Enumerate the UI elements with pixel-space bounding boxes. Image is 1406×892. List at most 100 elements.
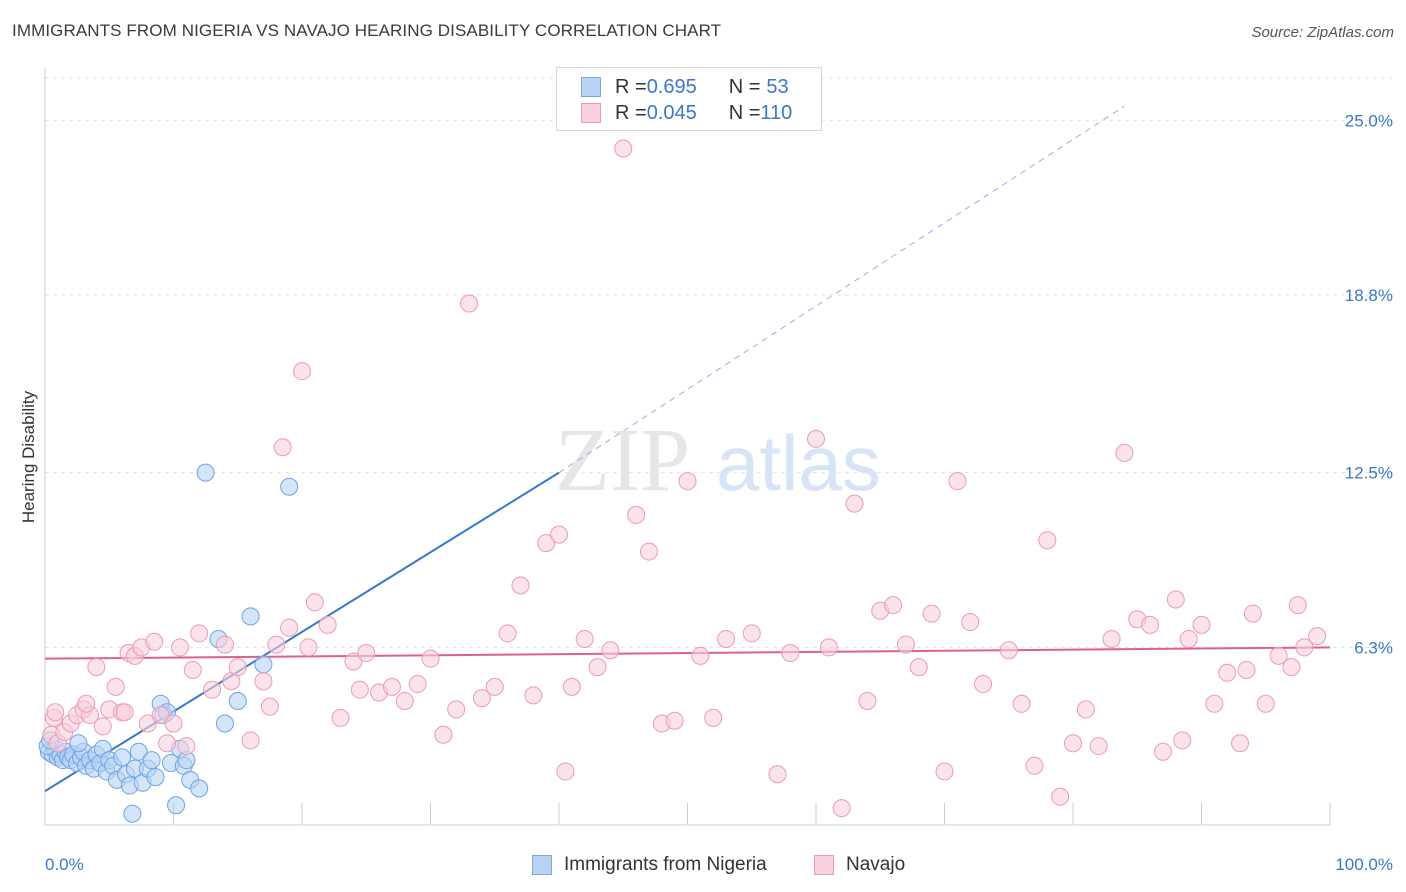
data-point	[1012, 694, 1031, 713]
data-point	[164, 714, 183, 733]
data-point	[280, 477, 299, 496]
data-point	[434, 725, 453, 744]
data-point	[1231, 734, 1250, 753]
data-point	[183, 660, 202, 679]
data-point	[832, 799, 851, 818]
data-point	[1102, 629, 1121, 648]
data-point	[145, 632, 164, 651]
data-point	[190, 779, 209, 798]
data-point	[113, 748, 132, 767]
data-point	[1192, 615, 1211, 634]
data-point	[807, 429, 825, 448]
series-navajo	[42, 139, 1327, 818]
data-point	[845, 494, 864, 513]
data-point	[1173, 731, 1192, 750]
data-point	[123, 804, 142, 823]
x-tick-label: 0.0%	[45, 855, 84, 874]
data-point	[909, 658, 928, 677]
legend-n-label: N =	[728, 101, 761, 124]
data-point	[1038, 531, 1057, 550]
data-point	[665, 711, 684, 730]
data-point	[215, 714, 234, 733]
data-point	[241, 731, 260, 750]
data-point	[768, 765, 787, 784]
data-point	[331, 708, 350, 727]
data-point	[46, 703, 65, 722]
data-points	[38, 139, 1327, 823]
data-point	[241, 607, 260, 626]
data-point	[382, 677, 401, 696]
data-point	[254, 672, 273, 691]
data-point	[678, 472, 697, 491]
data-point	[177, 737, 196, 756]
data-point	[69, 734, 88, 753]
y-tick-label: 12.5%	[1345, 464, 1393, 483]
data-point	[305, 593, 324, 612]
data-point	[254, 655, 273, 674]
data-point	[228, 658, 247, 677]
data-point	[999, 641, 1018, 660]
data-point	[408, 675, 427, 694]
data-point	[1076, 700, 1095, 719]
data-point	[1269, 646, 1288, 665]
legend-r-label: R =	[615, 101, 647, 124]
data-point	[556, 762, 575, 781]
data-point	[267, 635, 286, 654]
data-point	[106, 677, 125, 696]
data-point	[115, 703, 134, 722]
trendline-nigeria-extension	[558, 105, 1125, 474]
data-point	[639, 542, 658, 561]
data-point	[1025, 756, 1044, 775]
data-point	[228, 691, 247, 710]
data-point	[1218, 663, 1237, 682]
legend-swatch-nigeria	[581, 77, 601, 97]
legend-n-value: 53	[766, 75, 789, 98]
trendline-nigeria	[44, 471, 560, 793]
y-axis-label: Hearing Disability	[19, 390, 38, 523]
tick-labels: 6.3% 12.5% 18.8% 25.0% 0.0% 100.0%	[45, 111, 1393, 874]
data-point	[1141, 615, 1160, 634]
bottom-legend-swatch-navajo	[814, 855, 834, 875]
data-point	[344, 652, 363, 671]
data-point	[1064, 734, 1082, 753]
data-point	[146, 768, 165, 787]
data-point	[1179, 629, 1198, 648]
data-point	[922, 604, 941, 623]
legend: R = 0.695 N = 53 R = 0.045 N = 110	[556, 67, 822, 131]
data-point	[1166, 590, 1185, 609]
data-point	[961, 613, 980, 632]
legend-swatch-navajo	[581, 103, 601, 123]
data-point	[472, 689, 491, 708]
data-point	[1243, 604, 1262, 623]
data-point	[485, 677, 504, 696]
data-point	[1295, 638, 1314, 657]
legend-r-value: 0.045	[646, 101, 697, 124]
data-point	[974, 675, 993, 694]
data-point	[742, 624, 761, 643]
chart-title: IMMIGRANTS FROM NIGERIA VS NAVAJO HEARIN…	[12, 21, 722, 40]
legend-n-value: 110	[760, 101, 793, 124]
data-point	[421, 649, 440, 668]
bottom-legend-swatch-nigeria	[532, 855, 552, 875]
watermark: ZIP atlas	[555, 411, 881, 510]
data-point	[537, 534, 556, 553]
x-tick-label: 100.0%	[1335, 855, 1393, 874]
data-point	[167, 796, 186, 815]
data-point	[293, 362, 311, 381]
data-point	[511, 576, 530, 595]
data-point	[1153, 742, 1172, 761]
data-point	[158, 734, 177, 753]
data-point	[215, 635, 234, 654]
data-point	[562, 677, 581, 696]
watermark-atlas: atlas	[716, 419, 881, 507]
data-point	[717, 629, 736, 648]
series-nigeria	[38, 463, 299, 823]
legend-row-navajo: R = 0.045 N = 110	[581, 100, 792, 126]
data-point	[350, 680, 369, 699]
data-point	[299, 638, 318, 657]
data-point	[935, 762, 954, 781]
watermark-zip: ZIP	[555, 411, 690, 510]
data-point	[1089, 737, 1108, 756]
data-point	[896, 635, 915, 654]
data-point	[948, 472, 967, 491]
